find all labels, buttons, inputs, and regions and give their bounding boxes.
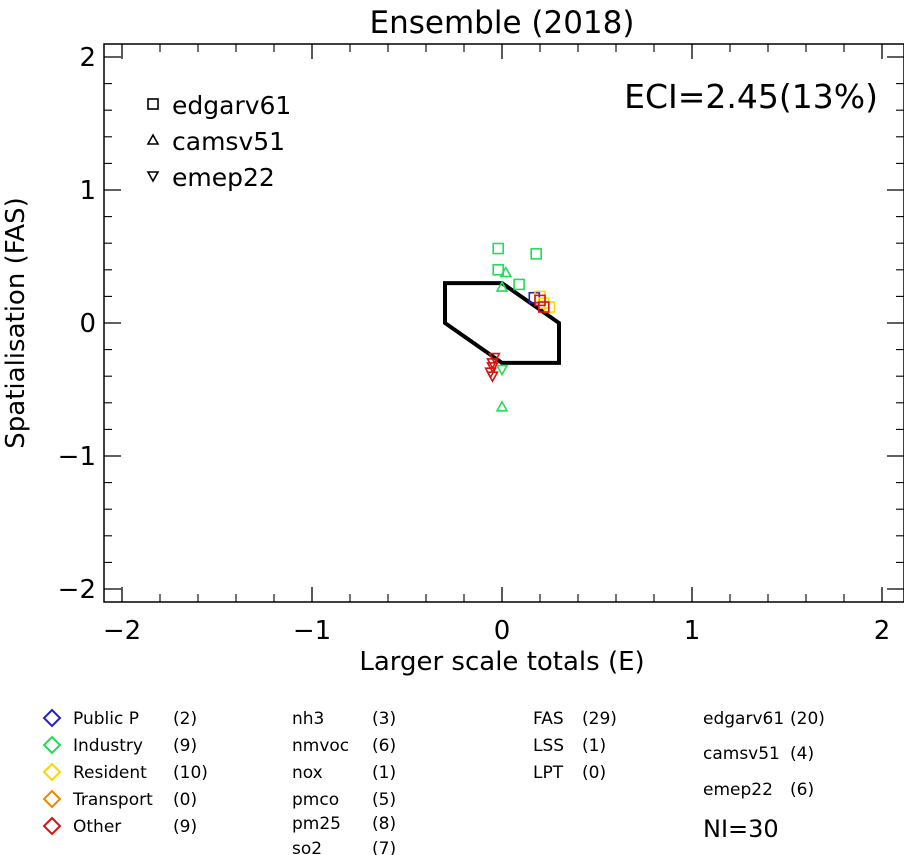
legend-marker-label: edgarv61: [172, 91, 291, 120]
pollutant-count: (1): [372, 763, 396, 783]
legend-square-marker: [147, 98, 159, 110]
data-point: [495, 280, 509, 292]
inventory-label: camsv51: [703, 744, 780, 764]
sector-diamond-icon: [42, 735, 62, 755]
bottom-legend: Public P (2) Industry (9) Resident (10) Transp…: [42, 708, 825, 855]
sector-count: (10): [173, 763, 208, 783]
x-tick-label: −2: [103, 616, 141, 646]
indicator-count: (29): [582, 709, 617, 729]
pollutant-label: pm25: [292, 814, 341, 834]
x-axis: −2 −1 0 1 2: [103, 44, 890, 646]
sector-count: (9): [173, 736, 197, 756]
sector-diamond-icon: [42, 816, 62, 836]
y-axis: −2 −1 0 1 2: [58, 43, 904, 605]
sector-diamond-icon: [42, 789, 62, 809]
legend-marker-label: emep22: [172, 163, 275, 192]
inventory-label: edgarv61: [703, 709, 784, 729]
sector-label: Public P: [73, 709, 139, 729]
total-count: NI=30: [703, 815, 779, 843]
sector-count: (0): [173, 790, 197, 810]
inventory-label: emep22: [703, 780, 773, 800]
inventory-count: (20): [790, 709, 825, 729]
x-tick-label: 1: [684, 616, 701, 646]
data-point: [537, 301, 550, 313]
sector-label: Other: [73, 817, 121, 837]
indicator-label: LSS: [533, 736, 564, 756]
legend-triangle-up-marker: [146, 133, 160, 145]
x-tick-label: −1: [293, 616, 331, 646]
sector-diamond-icon: [42, 708, 62, 728]
sector-count: (2): [173, 709, 197, 729]
pollutant-label: nox: [292, 763, 323, 783]
pollutant-label: nmvoc: [292, 736, 349, 756]
indicator-count: (0): [582, 763, 606, 783]
data-point: [488, 352, 501, 365]
pollutant-count: (6): [372, 736, 396, 756]
x-axis-label: Larger scale totals (E): [359, 647, 644, 677]
pollutant-count: (3): [372, 709, 396, 729]
sector-count: (9): [173, 817, 197, 837]
y-tick-label: −1: [58, 442, 96, 472]
indicator-label: LPT: [533, 763, 564, 783]
y-tick-label: 0: [79, 309, 96, 339]
sector-label: Industry: [73, 736, 143, 756]
pollutant-label: nh3: [292, 709, 324, 729]
pollutant-count: (5): [372, 790, 396, 810]
data-point: [534, 294, 546, 307]
data-point: [486, 362, 499, 374]
y-tick-label: 2: [79, 43, 96, 73]
data-point: [486, 371, 499, 383]
pollutant-count: (8): [372, 814, 396, 834]
sector-label: Resident: [73, 763, 147, 783]
inventory-count: (6): [790, 780, 814, 800]
sector-diamond-icon: [42, 762, 62, 782]
y-tick-label: −2: [58, 575, 96, 605]
data-point: [495, 364, 509, 377]
chart-title: Ensemble (2018): [370, 5, 635, 41]
inventory-count: (4): [790, 744, 814, 764]
y-tick-label: 1: [79, 176, 96, 206]
pollutant-label: so2: [292, 839, 322, 855]
marker-legend: edgarv61 camsv51 emep22: [146, 91, 291, 192]
data-point: [495, 400, 509, 412]
data-point: [492, 242, 505, 255]
x-tick-label: 2: [874, 616, 891, 646]
indicator-label: FAS: [533, 709, 564, 729]
y-axis-label: Spatialisation (FAS): [1, 197, 31, 448]
data-point: [492, 263, 505, 276]
pollutant-label: pmco: [292, 790, 339, 810]
pollutant-count: (7): [372, 839, 396, 855]
eci-annotation: ECI=2.45(13%): [624, 77, 878, 116]
sector-label: Transport: [72, 790, 153, 810]
legend-triangle-down-marker: [146, 171, 160, 183]
data-point: [530, 248, 543, 260]
data-point: [499, 265, 513, 278]
indicator-count: (1): [582, 736, 606, 756]
data-point: [513, 278, 525, 291]
data-points: [484, 242, 556, 412]
x-tick-label: 0: [494, 616, 511, 646]
legend-marker-label: camsv51: [172, 127, 285, 156]
